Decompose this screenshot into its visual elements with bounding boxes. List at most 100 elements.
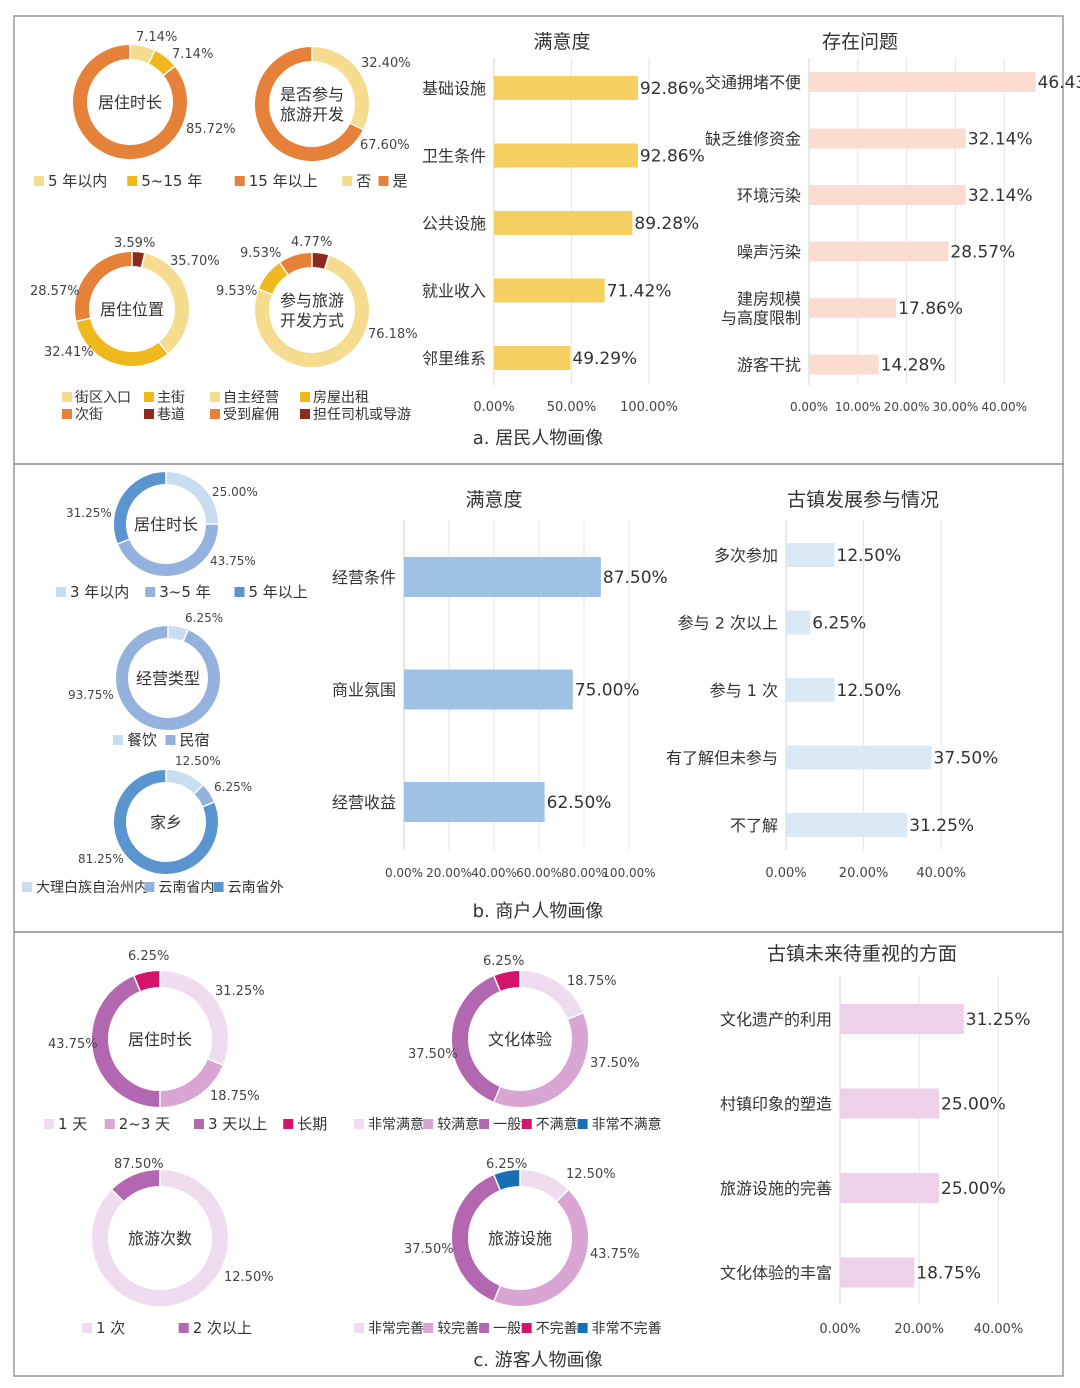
bar [840,1004,964,1034]
bar [494,278,605,303]
data-label: 87.50% [603,568,668,588]
donut-value-label: 12.50% [175,754,221,768]
data-label: 46.43% [1038,73,1080,93]
legend-label: 1 天 [58,1115,87,1133]
legend-swatch [479,1323,490,1333]
donut-segment [311,253,329,269]
legend: 1 天 2~3 天 3 天以上 长期 [44,1115,327,1133]
donut-value-label: 43.75% [590,1247,640,1262]
x-tick-label: 40.00% [471,866,517,880]
bar [809,72,1036,92]
donut-segment [92,976,161,1107]
x-tick-label: 80.00% [561,866,607,880]
legend-label: 不满意 [536,1116,578,1133]
donut-separator [350,122,364,131]
legend-label: 不完善 [536,1321,578,1337]
legend-swatch [104,1119,115,1129]
donut-segment [493,1189,588,1306]
category-label: 环境污染 [737,186,801,205]
donut-center-label: 经营类型 [136,669,200,688]
donut-segment [311,47,369,130]
bar [494,143,638,168]
donut-value-label: 18.75% [567,974,617,989]
donut-value-label: 67.60% [360,138,410,153]
legend-swatch [210,409,220,419]
panel-c-frame [13,931,1064,1377]
donut-segment [452,976,501,1102]
bar [840,1257,915,1288]
legend-swatch [62,409,72,419]
legend-label: 担任司机或导游 [313,407,411,423]
donut-value-label: 76.18% [368,327,418,342]
donut-separator [140,253,146,268]
legend-label: 主街 [157,390,185,406]
bar [809,185,966,205]
donut-center-label: 居住时长 [134,515,198,534]
legend-swatch [423,1323,434,1333]
donut-value-label: 3.59% [114,236,155,251]
category-label: 交通拥堵不便 [705,73,801,92]
donut-value-label: 9.53% [240,246,281,261]
donut-value-label: 6.25% [128,949,169,964]
donut-b2: 经营类型 6.25% 93.75% [68,611,223,730]
data-label: 37.50% [934,749,999,769]
donut-separator [111,1189,124,1202]
donut-value-label: 93.75% [68,688,114,702]
donut-center-label: 开发方式 [280,311,344,330]
x-tick-label: 40.00% [981,400,1027,414]
donut-segment [255,47,363,161]
donut-value-label: 12.50% [566,1167,616,1182]
category-label: 就业收入 [422,282,486,301]
donut-segment [165,472,218,525]
x-tick-label: 40.00% [974,1322,1024,1337]
legend-label: 非常满意 [368,1116,424,1133]
legend-swatch [378,176,389,186]
donut-center-label: 旅游设施 [488,1229,552,1248]
donut-value-label: 43.75% [210,554,256,568]
donut-c2: 文化体验 18.75% 37.50% 37.50% 6.25% [408,954,640,1107]
donut-separator [147,50,156,64]
donut-separator [279,262,289,275]
donut-segment [258,262,289,295]
donut-value-label: 6.25% [486,1157,527,1172]
donut-segment [141,253,189,354]
x-tick-label: 0.00% [385,866,423,880]
donut-segment [255,255,369,367]
data-label: 14.28% [881,356,946,376]
legend-swatch [210,392,220,402]
x-tick-label: 50.00% [547,400,597,415]
legend: 5 年以内 5~15 年 15 年以上 否 是 [34,172,408,190]
donut-value-label: 31.25% [66,506,112,520]
legend: 非常满意 较满意 一般 不满意 非常不满意 [354,1116,662,1133]
legend-swatch [34,176,44,186]
donut-segment [114,770,218,874]
bar [404,782,545,822]
legend-swatch [113,735,123,745]
legend-swatch [577,1323,588,1333]
donut-value-label: 9.53% [216,284,257,299]
category-label: 旅游设施的完善 [720,1179,832,1198]
donut-a1: 居住时长 7.14% 7.14% 85.72% [73,30,236,159]
legend-label: 云南省外 [228,880,284,896]
legend-label: 3~5 年 [159,583,210,601]
legend-swatch [234,176,245,186]
data-label: 92.86% [640,79,705,99]
legend-swatch [521,1323,532,1333]
donut-value-label: 32.41% [44,345,94,360]
category-label: 有了解但未参与 [666,749,778,768]
x-tick-label: 0.00% [819,1322,860,1337]
donut-separator [117,538,130,545]
donut-segment [452,1175,501,1301]
donut-segment [159,1058,223,1107]
donut-separator [493,1285,501,1302]
donut-segment [92,1170,228,1306]
legend-label: 自主经营 [223,390,279,406]
legend-label: 次街 [75,407,103,423]
legend: 非常完善 较完善 一般 不完善 非常不完善 [354,1321,662,1337]
donut-segment [117,523,218,576]
bar [494,346,571,370]
bar-chart-a-problems: 存在问题 0.00% 10.00% 20.00% 30.00% 40.00% 交通拥堵不便 4… [705,31,1080,414]
